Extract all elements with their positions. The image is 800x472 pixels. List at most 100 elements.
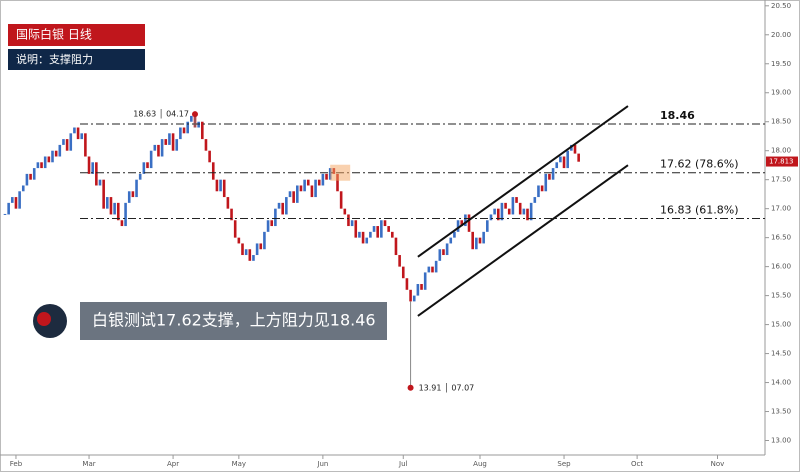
candle [241,243,244,256]
annotation-text: 白银测试17.62支撑，上方阻力见18.46 [92,311,376,330]
candle [533,197,537,203]
candle [310,185,314,198]
candle [153,144,157,151]
candle [266,220,270,232]
candle [383,220,387,227]
candle [252,255,255,261]
candle [358,231,361,238]
candle [427,266,431,273]
candle [292,191,295,203]
candle [540,185,544,192]
candle [551,168,555,180]
candle [51,150,54,163]
title-box [8,24,145,46]
candle [296,185,299,203]
candle [244,249,248,256]
candle [380,220,383,238]
candle [409,289,412,302]
candle [124,202,127,227]
candle [18,191,21,209]
candle [29,173,32,180]
candle [306,179,310,186]
candle [412,295,416,302]
candle [573,144,577,154]
candle [504,202,507,209]
candle [65,139,69,151]
candle [321,173,325,186]
candle [95,162,98,186]
candle [460,220,464,227]
candle [277,202,281,209]
candle [555,162,559,169]
candle [233,220,237,238]
candle [171,133,175,151]
candle [398,255,401,267]
candle [211,162,215,180]
chart-subtitle: 说明：支撑阻力 [16,52,93,66]
candle [537,185,540,198]
candle [511,197,515,215]
x-tick-label: Sep [557,460,571,468]
y-tick-label: 20.50 [771,2,791,10]
x-tick-label: Apr [167,460,179,468]
y-tick-label: 17.00 [771,205,791,213]
candle [76,127,80,140]
extreme-label: 13.91 │ 07.07 [419,382,475,392]
candle [186,121,189,134]
candle [449,237,453,244]
candle [131,191,135,198]
candle [116,202,120,221]
candle [208,150,211,163]
candle [394,237,398,256]
x-tick-label: Feb [10,460,23,468]
x-tick-label: Jun [316,460,328,468]
candle [391,231,394,238]
candle [281,202,284,215]
candle [522,208,526,215]
channel-line [417,164,629,317]
candle [106,197,109,209]
y-tick-label: 20.00 [771,31,791,39]
candle [475,237,478,250]
candle [113,202,116,215]
candle [219,179,222,192]
x-tick-label: Mar [82,460,95,468]
candle [559,156,562,163]
candle [401,266,405,279]
candle [135,179,138,198]
candle [259,243,263,250]
candle [387,226,390,232]
candle [274,208,277,227]
y-tick-label: 13.50 [771,408,791,416]
candle [54,150,58,157]
candle [149,150,153,169]
x-tick-label: Nov [711,460,725,468]
candle [3,213,7,215]
candle [80,133,84,140]
candle [215,179,219,192]
y-tick-label: 17.50 [771,176,791,184]
candle [91,162,94,174]
candle [489,214,493,221]
icon-part [37,312,51,326]
candle [456,220,460,232]
candle [526,208,529,221]
candle [354,220,358,238]
extreme-dot [192,111,198,118]
candle [350,220,354,227]
extreme-label: 18.63 │ 04.17 [133,109,189,119]
candle [263,231,266,250]
candle [32,168,36,180]
candle [423,272,427,290]
highlight [330,164,351,181]
y-tick-label: 19.00 [771,89,791,97]
candle [127,191,131,203]
candle [190,115,193,122]
candle [518,202,522,215]
candle [361,231,365,244]
x-tick-label: Jul [398,460,408,468]
level-label: 18.46 [660,109,695,122]
candle [317,179,321,186]
